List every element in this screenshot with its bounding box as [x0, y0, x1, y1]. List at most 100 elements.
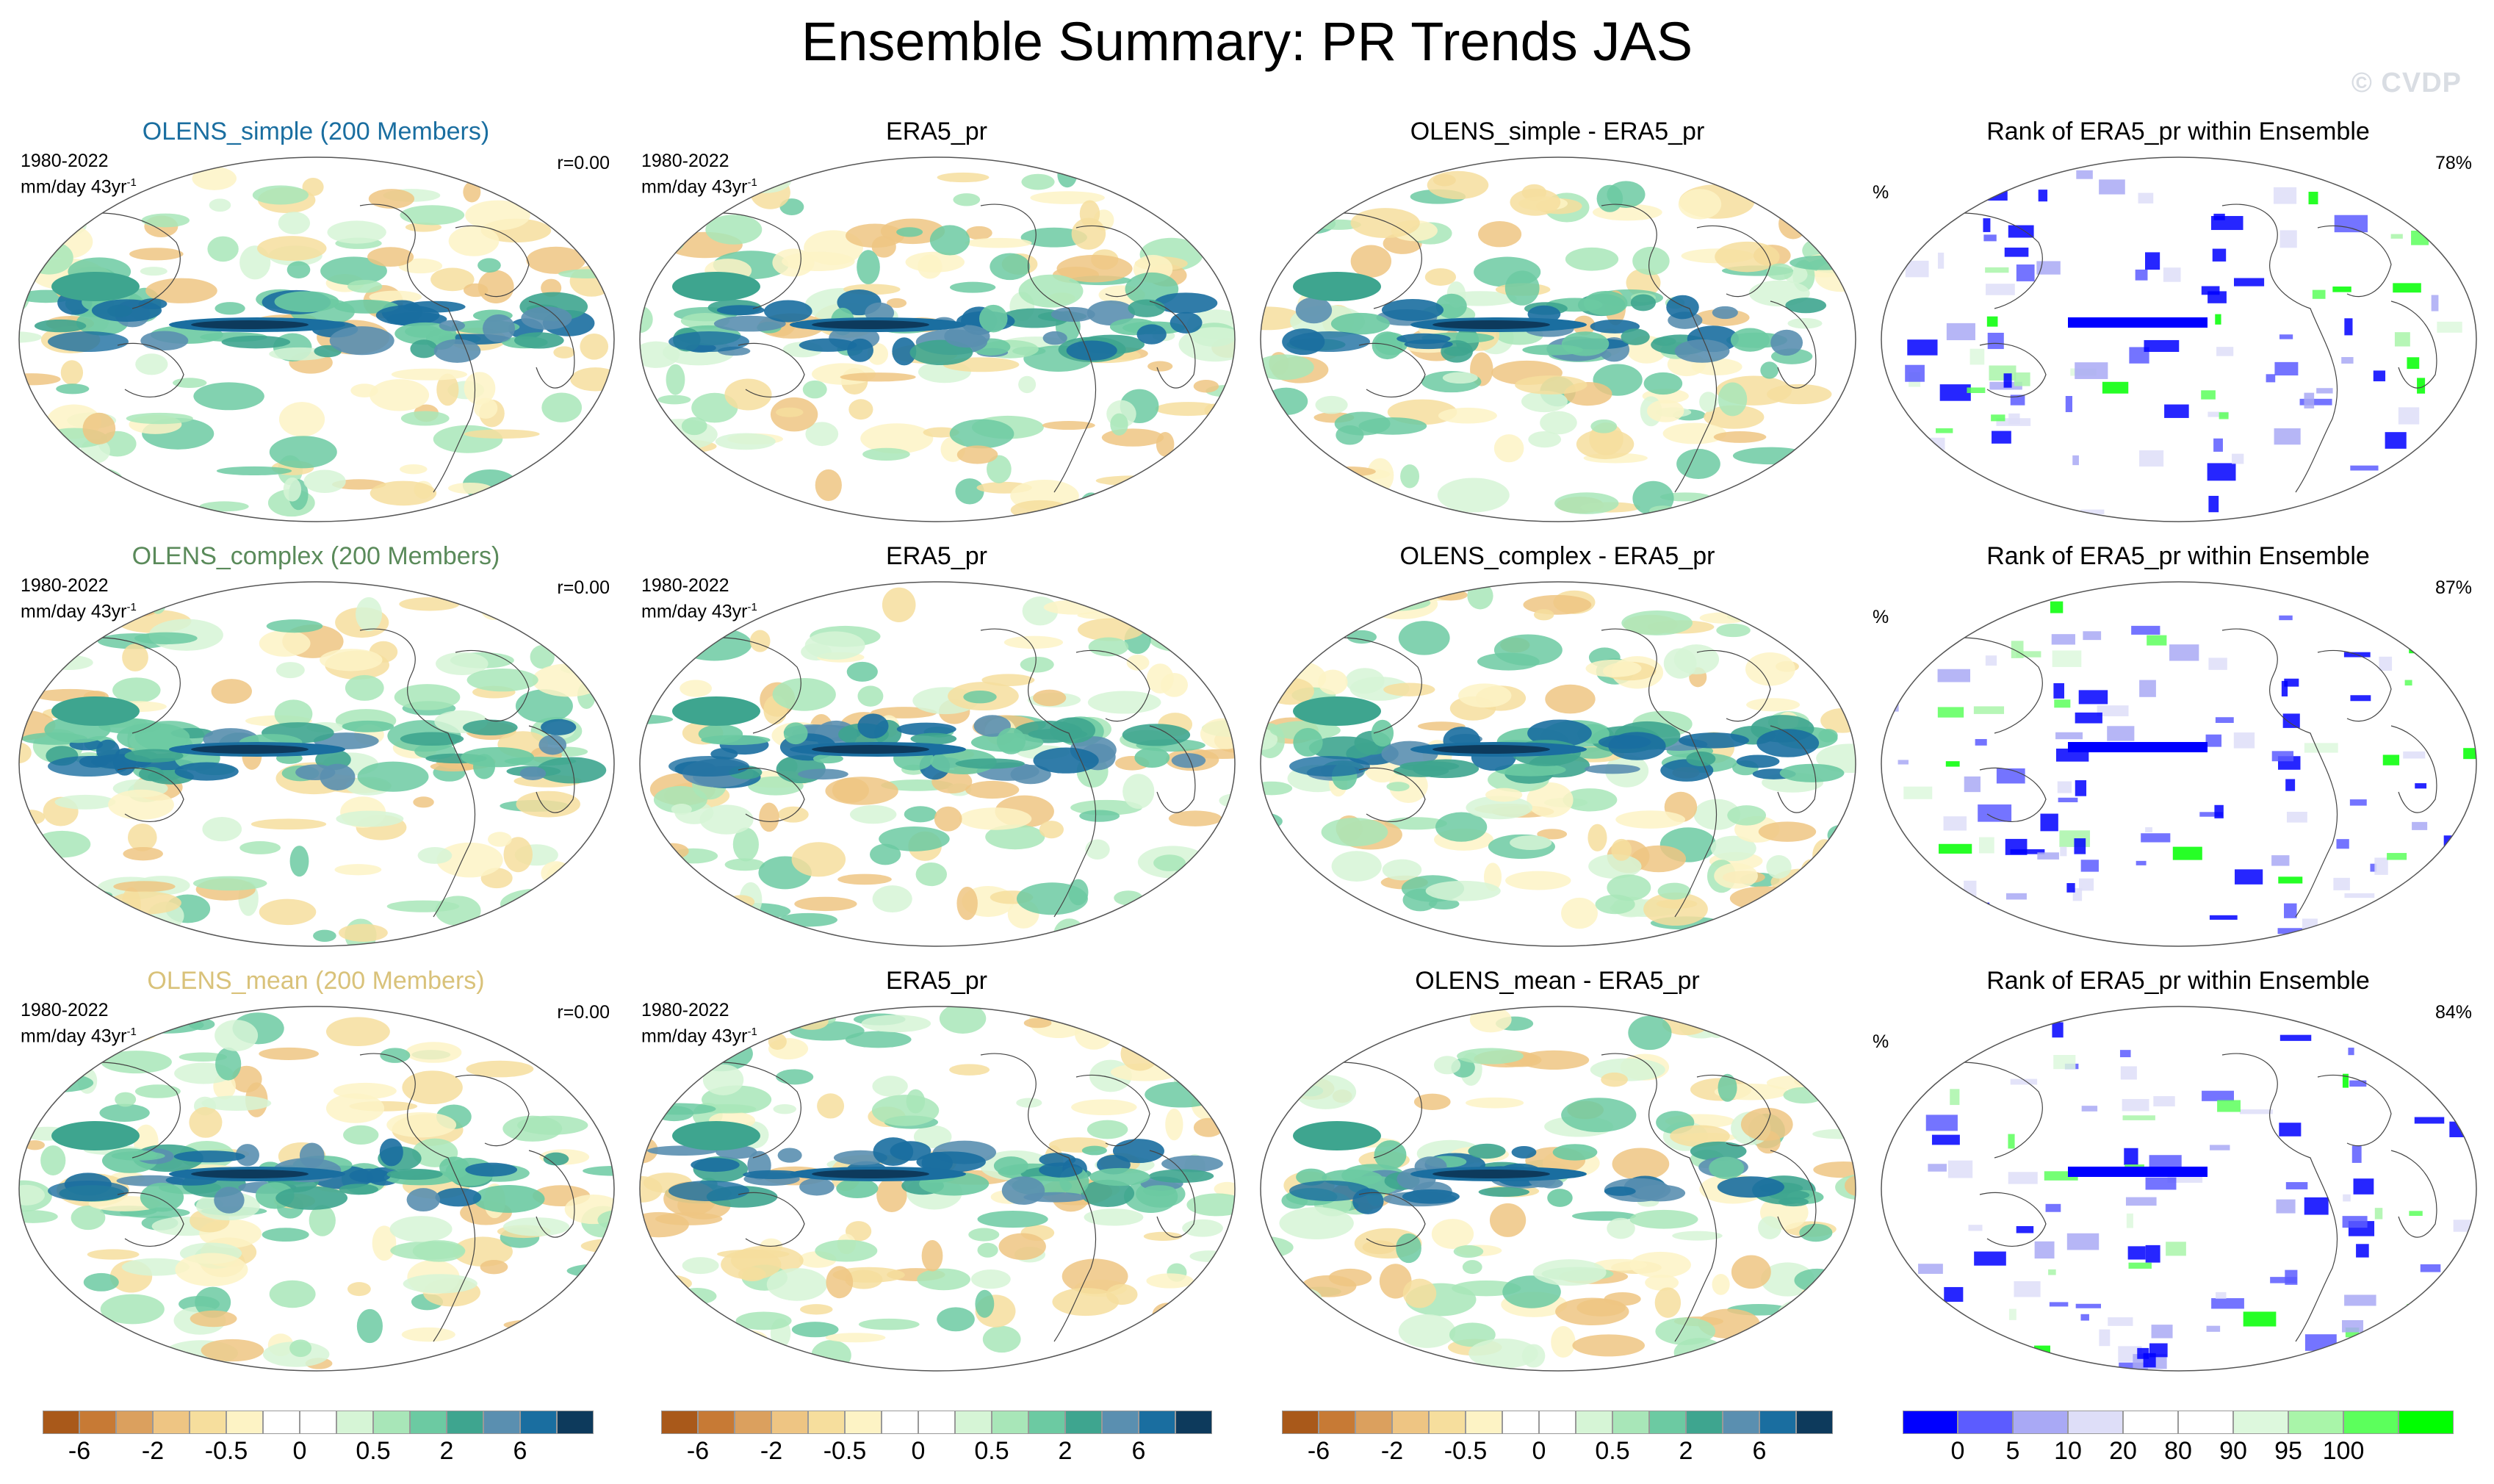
difference-colorbar-ticks: -6 -2 -0.5 0 0.5 2 6: [1282, 1434, 1833, 1471]
colorbar-box: [79, 1411, 116, 1434]
colorbar-box: [1502, 1411, 1539, 1434]
panel-title: Rank of ERA5_pr within Ensemble: [1986, 542, 2370, 570]
rank-percentage: 87%: [2434, 577, 2472, 598]
cvdp-watermark: © CVDP: [2351, 68, 2462, 98]
colorbar-tick-label: -0.5: [204, 1437, 248, 1465]
percent-label: %: [1873, 607, 1889, 627]
rank-colorbar: [1903, 1411, 2454, 1434]
panel-era5-pr: ERA5_pr 1980-2022 mm/day 43yr-1: [628, 542, 1245, 954]
figure-title: Ensemble Summary: PR Trends JAS: [801, 11, 1693, 72]
trend-map: [18, 156, 615, 522]
colorbar-box: [1355, 1411, 1392, 1434]
panel-rank: Rank of ERA5_pr within Ensemble % 87%: [1870, 542, 2487, 954]
difference-map: [1260, 581, 1856, 947]
rank-map: [1881, 581, 2477, 947]
colorbar-box: [43, 1411, 79, 1434]
colorbar-box: [2343, 1411, 2399, 1434]
colorbar-box: [661, 1411, 698, 1434]
colorbar-tick-label: 5: [2005, 1437, 2020, 1465]
colorbar-tick-label: -2: [760, 1437, 783, 1465]
colorbar-box: [2233, 1411, 2288, 1434]
trend-map: [18, 1006, 615, 1372]
colorbar-box: [2399, 1411, 2454, 1434]
colorbar-tick-label: 6: [1131, 1437, 1146, 1465]
colorbar-tick-label: -6: [68, 1437, 91, 1465]
trend-map: [18, 581, 615, 947]
pattern-correlation: r=0.00: [557, 577, 610, 598]
colorbar-tick-label: 80: [2164, 1437, 2192, 1465]
panel-title: ERA5_pr: [886, 967, 987, 995]
colorbar-tick-label: 0.5: [356, 1437, 391, 1465]
map-boundary: [639, 581, 1236, 947]
trend-colorbar: [43, 1411, 594, 1434]
colorbar-box: [2178, 1411, 2233, 1434]
colorbar-tick-label: -2: [141, 1437, 165, 1465]
colorbar-box: [735, 1411, 771, 1434]
trend-map: [639, 156, 1236, 522]
difference-map: [1260, 156, 1856, 522]
map-field: [1881, 582, 2476, 946]
trend-map: [639, 581, 1236, 947]
colorbar-box: [955, 1411, 992, 1434]
colorbar-box: [2013, 1411, 2068, 1434]
map-field: [640, 157, 1235, 522]
colorbar-tick-label: -6: [1307, 1437, 1330, 1465]
map-boundary: [639, 156, 1236, 522]
map-field: [1261, 582, 1856, 946]
period-units-label: 1980-2022 mm/day 43yr-1: [641, 151, 757, 198]
panel-title: OLENS_complex (200 Members): [131, 542, 500, 570]
colorbar-box: [2068, 1411, 2123, 1434]
map-boundary: [1260, 1006, 1856, 1372]
map-boundary: [18, 581, 615, 947]
trend-colorbar: [661, 1411, 1212, 1434]
map-field: [19, 157, 614, 522]
colorbar-tick-label: 100: [2322, 1437, 2365, 1465]
difference-colorbar: [1282, 1411, 1833, 1434]
colorbar-tick-label: 10: [2054, 1437, 2082, 1465]
colorbar-box: [1139, 1411, 1175, 1434]
panel-title: ERA5_pr: [886, 118, 987, 145]
trend-colorbar-ticks: -6 -2 -0.5 0 0.5 2 6: [661, 1434, 1212, 1471]
colorbar-tick-label: -0.5: [823, 1437, 867, 1465]
coastlines: [1920, 203, 2437, 493]
colorbar-box: [882, 1411, 918, 1434]
panel-title: Rank of ERA5_pr within Ensemble: [1986, 118, 2370, 145]
map-boundary: [1881, 581, 2477, 947]
colorbar-tick-label: 2: [1679, 1437, 1693, 1465]
panel-title: OLENS_complex - ERA5_pr: [1399, 542, 1715, 570]
map-field: [1261, 157, 1856, 522]
colorbar-tick-label: 6: [1752, 1437, 1767, 1465]
map-field: [1881, 157, 2476, 522]
colorbar-box: [1723, 1411, 1759, 1434]
panel-olens-complex: OLENS_complex (200 Members) 1980-2022 mm…: [7, 542, 624, 954]
colorbar-box: [992, 1411, 1028, 1434]
panel-title: OLENS_mean (200 Members): [147, 967, 485, 995]
colorbar-box: [336, 1411, 373, 1434]
period-units-label: 1980-2022 mm/day 43yr-1: [21, 575, 137, 622]
colorbar-box: [116, 1411, 153, 1434]
difference-map: [1260, 1006, 1856, 1372]
rank-map: [1881, 156, 2477, 522]
map-boundary: [1881, 156, 2477, 522]
map-field: [640, 1006, 1235, 1371]
colorbar-box: [2288, 1411, 2343, 1434]
colorbar-box: [1903, 1411, 1958, 1434]
colorbar-box: [226, 1411, 263, 1434]
panel-difference: OLENS_simple - ERA5_pr: [1249, 118, 1866, 529]
colorbar-tick-label: 0: [1950, 1437, 1965, 1465]
trend-map: [639, 1006, 1236, 1372]
colorbar-box: [1028, 1411, 1065, 1434]
panel-title: OLENS_mean - ERA5_pr: [1415, 967, 1700, 995]
colorbar-box: [447, 1411, 483, 1434]
colorbar-box: [1958, 1411, 2013, 1434]
period-units-label: 1980-2022 mm/day 43yr-1: [21, 151, 137, 198]
map-boundary: [1260, 581, 1856, 947]
colorbar-tick-label: -2: [1380, 1437, 1404, 1465]
panel-difference: OLENS_complex - ERA5_pr: [1249, 542, 1866, 954]
panel-title: ERA5_pr: [886, 542, 987, 570]
colorbar-box: [263, 1411, 300, 1434]
coastlines: [679, 203, 1196, 493]
panel-title: OLENS_simple - ERA5_pr: [1410, 118, 1705, 145]
rank-percentage: 84%: [2434, 1002, 2472, 1023]
colorbar-box: [483, 1411, 520, 1434]
